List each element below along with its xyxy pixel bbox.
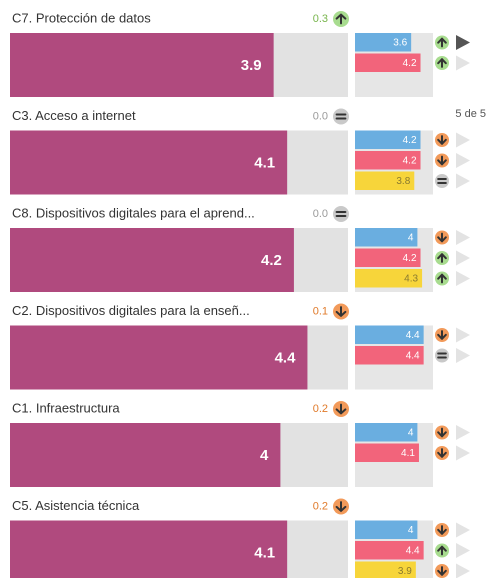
trend-symbol: [437, 58, 447, 68]
trend-icon: [435, 348, 449, 363]
comparison-value: 3.9: [398, 566, 412, 577]
comparison-bar: [355, 228, 418, 247]
change-value: 0.1: [313, 305, 328, 317]
comparison-bar: [355, 541, 424, 560]
trend-symbol: [437, 155, 447, 166]
comparison-bar: [355, 423, 418, 442]
expand-arrow[interactable]: [456, 327, 470, 343]
change-value: 0.2: [313, 403, 328, 415]
comparison-bar: [355, 520, 418, 539]
expand-arrow[interactable]: [456, 173, 470, 189]
comparison-bar: [355, 130, 421, 149]
trend-symbol: [437, 273, 447, 284]
trend-symbol: [335, 113, 347, 120]
comparison-value: 3.8: [396, 176, 410, 187]
comparison-value: 4: [408, 428, 414, 439]
main-value: 4.4: [275, 349, 297, 366]
comparison-value: 4.1: [401, 448, 415, 459]
trend-symbol: [437, 545, 447, 556]
comparison-bar: [355, 561, 416, 578]
comparison-bar: [355, 248, 421, 267]
trend-symbol: [335, 306, 347, 317]
change-value: 0.3: [313, 13, 328, 25]
expand-arrow[interactable]: [456, 132, 470, 148]
trend-symbol: [335, 13, 347, 25]
main-bar: [10, 520, 288, 578]
trend-icon: [333, 206, 349, 222]
expand-arrow[interactable]: [456, 425, 470, 440]
trend-symbol: [437, 330, 447, 340]
item-label: C5. Asistencia técnica: [12, 498, 140, 513]
pager: 5 de 5: [455, 108, 486, 120]
main-bar: [10, 423, 281, 487]
change-value: 0.0: [313, 208, 328, 220]
trend-symbol: [437, 37, 447, 48]
expand-arrow[interactable]: [456, 250, 470, 266]
expand-arrow[interactable]: [456, 271, 470, 286]
trend-symbol: [335, 501, 347, 512]
main-value: 4.1: [254, 544, 275, 561]
expand-arrow[interactable]: [456, 445, 470, 461]
comparison-value: 4.2: [403, 156, 417, 167]
trend-symbol: [437, 566, 447, 576]
item-label: C8. Dispositivos digitales para el apren…: [12, 205, 255, 220]
comparison-value: 4: [408, 233, 414, 244]
item-label: C3. Acceso a internet: [12, 108, 136, 123]
comparison-bar: [355, 151, 421, 170]
change-value: 0.0: [313, 110, 328, 122]
main-value: 4: [260, 447, 269, 464]
trend-symbol: [437, 232, 447, 243]
comparison-value: 4.4: [406, 330, 420, 341]
expand-arrow[interactable]: [456, 55, 470, 71]
comparison-value: 4.4: [406, 546, 420, 557]
trend-symbol: [437, 525, 447, 535]
trend-symbol: [437, 448, 447, 458]
comparison-bar: [355, 443, 419, 462]
comparison-value: 4.2: [403, 58, 417, 69]
comparison-bar: [355, 53, 421, 72]
main-bar: [10, 325, 308, 390]
change-value: 0.2: [313, 500, 328, 512]
expand-arrow[interactable]: [456, 35, 470, 50]
expand-arrow[interactable]: [456, 153, 470, 168]
main-value: 4.1: [254, 154, 275, 171]
item-label: C1. Infraestructura: [12, 400, 120, 415]
trend-symbol: [437, 178, 447, 184]
comparison-bar: [355, 171, 415, 190]
comparison-value: 4.2: [403, 135, 417, 146]
trend-icon: [333, 108, 349, 125]
comparison-value: 3.6: [393, 38, 407, 49]
comparison-value: 4.2: [403, 253, 417, 264]
trend-symbol: [335, 403, 347, 415]
main-bar: [10, 33, 274, 97]
expand-arrow[interactable]: [456, 348, 470, 363]
main-bar: [10, 130, 288, 195]
expand-arrow[interactable]: [456, 230, 470, 245]
expand-arrow[interactable]: [456, 522, 470, 538]
trend-symbol: [437, 427, 447, 438]
comparison-bar: [355, 325, 424, 344]
trend-symbol: [335, 211, 347, 217]
expand-arrow[interactable]: [456, 543, 470, 558]
item-label: C7. Protección de datos: [12, 10, 151, 25]
trend-icon: [435, 174, 449, 188]
comparison-value: 4: [408, 525, 414, 536]
item-label: C2. Dispositivos digitales para la enseñ…: [12, 303, 250, 318]
trend-symbol: [437, 352, 447, 359]
comparison-value: 4.3: [404, 274, 418, 285]
trend-symbol: [437, 253, 447, 263]
comparison-bar: [355, 346, 424, 365]
comparison-value: 4.4: [406, 351, 420, 362]
main-value: 3.9: [241, 57, 262, 74]
expand-arrow[interactable]: [456, 563, 470, 578]
main-bar: [10, 228, 294, 292]
trend-symbol: [437, 135, 447, 145]
main-value: 4.2: [261, 252, 282, 269]
comparison-bar: [355, 269, 423, 288]
comparison-bar: [355, 33, 412, 52]
